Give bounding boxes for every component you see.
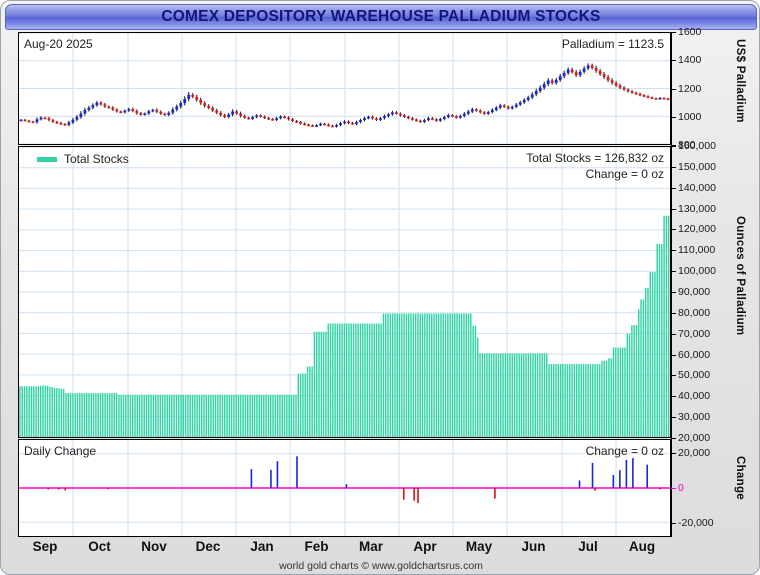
axis-tick-label: -20,000 xyxy=(678,517,714,529)
axis-tick-label: 1400 xyxy=(678,54,702,67)
axis-tick xyxy=(671,116,676,118)
stocks-annotations: Total Stocks Total Stocks = 126,832 oz C… xyxy=(19,147,670,437)
x-axis-label-oct: Oct xyxy=(88,539,111,554)
axis-tick-label: 1600 xyxy=(678,26,702,38)
axis-tick xyxy=(671,488,676,489)
axis-tick-label: 100,000 xyxy=(678,265,716,278)
axis-tick-label: 1000 xyxy=(678,110,702,123)
axis-tick-label: 160,000 xyxy=(678,140,716,152)
page-title: COMEX DEPOSITORY WAREHOUSE PALLADIUM STO… xyxy=(161,8,601,25)
date-label: Aug-20 2025 xyxy=(24,37,93,51)
axis-tick xyxy=(671,438,676,439)
price-candles xyxy=(19,33,670,144)
axis-tick-label: 70,000 xyxy=(678,327,711,340)
axis-tick-label: 80,000 xyxy=(678,306,711,319)
axis-tick xyxy=(671,208,676,210)
daily-change-panel: Daily Change Change = 0 oz xyxy=(18,439,671,537)
total-stocks-panel: Total Stocks Total Stocks = 126,832 oz C… xyxy=(18,146,671,438)
stocks-axis-title: Ounces of Palladium xyxy=(734,216,746,336)
axis-tick xyxy=(671,354,676,356)
axis-tick-label: 40,000 xyxy=(678,390,711,403)
axis-tick-label: 140,000 xyxy=(678,181,716,194)
axis-tick-label: 0 xyxy=(678,482,684,494)
price-candles-svg xyxy=(19,63,670,128)
axis-tick xyxy=(671,271,676,273)
x-axis-label-jul: Jul xyxy=(578,539,598,554)
price-axis-title: US$ Palladium xyxy=(734,39,746,123)
palladium-quote-label: Palladium = 1123.5 xyxy=(561,37,664,51)
price-y-axis: 1600 1400 1200 1000 800 xyxy=(671,26,731,151)
axis-tick-label: 50,000 xyxy=(678,369,711,382)
stocks-bars xyxy=(19,147,670,437)
x-axis-label-apr: Apr xyxy=(413,539,437,554)
axis-tick xyxy=(671,187,676,189)
axis-tick xyxy=(671,292,676,293)
axis-tick xyxy=(671,375,676,377)
change-bars xyxy=(19,440,670,536)
footer-credit: world gold charts © www.goldchartsrus.co… xyxy=(279,560,483,572)
axis-tick xyxy=(671,32,676,33)
x-axis-label-dec: Dec xyxy=(195,539,221,554)
axis-tick-label: 120,000 xyxy=(678,223,716,236)
axis-tick xyxy=(671,453,676,454)
x-axis-label-nov: Nov xyxy=(141,539,167,554)
axis-tick xyxy=(671,145,676,146)
x-axis-label-jan: Jan xyxy=(250,539,274,554)
axis-tick-label: 20,000 xyxy=(678,432,711,444)
axis-tick-label: 60,000 xyxy=(678,348,711,361)
axis-tick-label: 130,000 xyxy=(678,202,716,215)
stocks-y-axis: 160,000 150,000 140,000 130,000 120,000 110,0… xyxy=(671,140,731,444)
change-bars-svg xyxy=(19,456,670,504)
daily-change-value-label: Change = 0 oz xyxy=(585,444,664,458)
axis-tick xyxy=(671,396,676,398)
daily-change-title-label: Daily Change xyxy=(24,444,97,458)
x-axis: Sep Oct Nov Dec Jan Feb Mar Apr May Jun Jul Aug xyxy=(18,539,671,559)
change-annotations: Daily Change Change = 0 oz xyxy=(19,440,670,536)
price-grid-svg xyxy=(19,33,670,144)
axis-tick xyxy=(671,250,676,252)
price-grid xyxy=(19,33,670,144)
price-annotations: Aug-20 2025 Palladium = 1123.5 xyxy=(19,33,670,144)
axis-tick-label: 150,000 xyxy=(678,160,716,173)
axis-tick xyxy=(671,523,676,524)
legend-swatch-total-stocks xyxy=(37,156,57,162)
x-axis-label-aug: Aug xyxy=(628,539,656,554)
axis-tick-label: 90,000 xyxy=(678,286,711,298)
axis-tick-label: 1200 xyxy=(678,82,702,95)
change-axis-title: Change xyxy=(734,456,746,500)
window-title-bar: COMEX DEPOSITORY WAREHOUSE PALLADIUM STO… xyxy=(5,4,757,30)
axis-tick xyxy=(671,312,676,314)
x-axis-label-sep: Sep xyxy=(32,539,58,554)
axis-tick xyxy=(671,417,676,419)
legend-label-total-stocks: Total Stocks xyxy=(64,152,129,166)
axis-tick-label: 30,000 xyxy=(678,411,711,424)
axis-tick xyxy=(671,146,676,147)
axis-tick-label: 20,000 xyxy=(678,447,711,459)
x-axis-label-mar: Mar xyxy=(358,539,384,554)
axis-tick-label: 110,000 xyxy=(678,244,716,257)
axis-tick xyxy=(671,229,676,231)
axis-tick xyxy=(671,88,676,90)
stocks-bars-svg xyxy=(19,215,670,437)
stocks-change-label: Change = 0 oz xyxy=(585,167,664,181)
axis-tick-label: 800 xyxy=(678,139,696,151)
total-stocks-value-label: Total Stocks = 126,832 oz xyxy=(526,151,664,165)
price-chart-panel: Aug-20 2025 Palladium = 1123.5 xyxy=(18,32,671,145)
axis-tick xyxy=(671,60,676,62)
axis-tick xyxy=(671,166,676,168)
x-axis-label-may: May xyxy=(465,539,493,554)
axis-tick xyxy=(671,333,676,335)
x-axis-label-jun: Jun xyxy=(521,539,546,554)
x-axis-label-feb: Feb xyxy=(304,539,329,554)
legend: Total Stocks xyxy=(37,152,129,166)
change-y-axis: 20,000 0 -20,000 xyxy=(671,439,731,537)
